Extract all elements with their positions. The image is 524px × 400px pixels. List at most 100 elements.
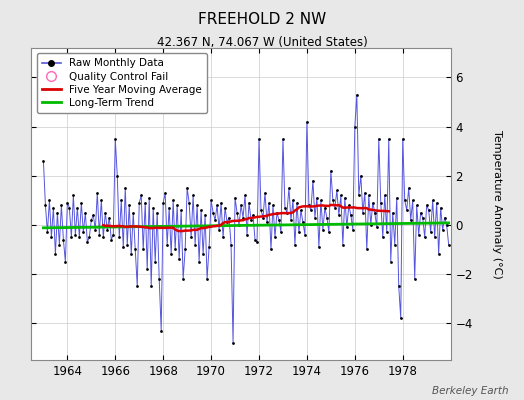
Point	[383, 229, 391, 236]
Point	[69, 192, 78, 199]
Point	[107, 236, 115, 243]
Point	[49, 204, 58, 211]
Point	[115, 234, 124, 240]
Point	[95, 232, 104, 238]
Point	[109, 232, 117, 238]
Point	[303, 118, 311, 125]
Point	[361, 190, 369, 196]
Point	[402, 207, 411, 213]
Point	[441, 214, 449, 221]
Y-axis label: Temperature Anomaly (°C): Temperature Anomaly (°C)	[493, 130, 503, 278]
Point	[419, 214, 427, 221]
Point	[99, 234, 107, 240]
Legend: Raw Monthly Data, Quality Control Fail, Five Year Moving Average, Long-Term Tren: Raw Monthly Data, Quality Control Fail, …	[37, 53, 207, 113]
Point	[331, 204, 339, 211]
Point	[79, 229, 88, 236]
Point	[373, 224, 381, 230]
Point	[121, 185, 129, 191]
Point	[378, 234, 387, 240]
Point	[390, 241, 399, 248]
Point	[380, 192, 389, 199]
Point	[267, 246, 275, 253]
Point	[45, 197, 53, 204]
Point	[117, 197, 125, 204]
Point	[275, 217, 283, 223]
Point	[343, 224, 351, 230]
Point	[205, 244, 213, 250]
Point	[436, 204, 445, 211]
Point	[422, 202, 431, 208]
Point	[429, 197, 437, 204]
Point	[91, 226, 100, 233]
Point	[261, 190, 269, 196]
Point	[279, 136, 287, 142]
Point	[368, 200, 377, 206]
Point	[81, 209, 90, 216]
Point	[175, 256, 183, 262]
Point	[291, 241, 299, 248]
Point	[217, 200, 225, 206]
Point	[289, 197, 297, 204]
Point	[193, 202, 201, 208]
Point	[370, 209, 379, 216]
Point	[67, 234, 75, 240]
Point	[189, 192, 198, 199]
Point	[113, 172, 122, 179]
Point	[329, 197, 337, 204]
Point	[397, 315, 405, 322]
Point	[153, 209, 161, 216]
Point	[77, 200, 85, 206]
Point	[347, 212, 355, 218]
Point	[59, 236, 68, 243]
Point	[345, 202, 353, 208]
Text: Berkeley Earth: Berkeley Earth	[432, 386, 508, 396]
Point	[259, 214, 267, 221]
Point	[367, 222, 375, 228]
Point	[316, 197, 325, 204]
Point	[231, 195, 239, 201]
Point	[133, 283, 141, 290]
Point	[105, 214, 114, 221]
Point	[201, 212, 209, 218]
Point	[157, 327, 166, 334]
Point	[203, 276, 211, 282]
Point	[348, 226, 357, 233]
Point	[161, 190, 169, 196]
Point	[385, 136, 393, 142]
Point	[87, 217, 95, 223]
Point	[377, 200, 385, 206]
Text: 42.367 N, 74.067 W (United States): 42.367 N, 74.067 W (United States)	[157, 36, 367, 49]
Point	[71, 232, 80, 238]
Point	[410, 276, 419, 282]
Point	[53, 209, 62, 216]
Point	[245, 200, 253, 206]
Point	[395, 283, 403, 290]
Point	[89, 212, 97, 218]
Point	[389, 209, 397, 216]
Point	[39, 158, 48, 164]
Point	[265, 200, 273, 206]
Point	[277, 229, 285, 236]
Point	[387, 258, 395, 265]
Point	[400, 197, 409, 204]
Point	[73, 204, 82, 211]
Point	[323, 214, 331, 221]
Point	[165, 204, 173, 211]
Point	[101, 209, 110, 216]
Point	[405, 185, 413, 191]
Point	[145, 195, 154, 201]
Point	[287, 217, 295, 223]
Point	[141, 200, 149, 206]
Point	[143, 266, 151, 272]
Point	[257, 207, 265, 213]
Point	[209, 209, 217, 216]
Point	[293, 200, 301, 206]
Point	[339, 241, 347, 248]
Point	[155, 276, 163, 282]
Point	[281, 204, 289, 211]
Point	[119, 244, 127, 250]
Point	[392, 195, 401, 201]
Point	[271, 234, 279, 240]
Point	[47, 234, 56, 240]
Point	[325, 229, 333, 236]
